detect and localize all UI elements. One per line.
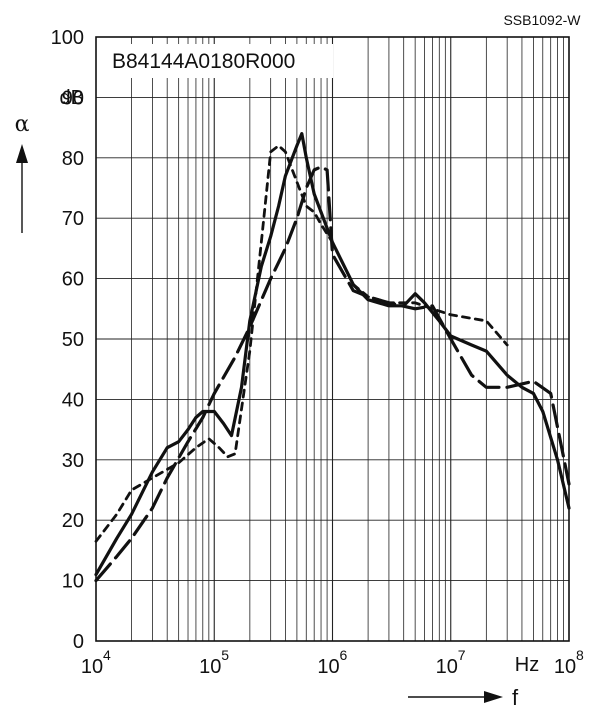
x-tick-label: 10	[554, 656, 576, 678]
y-unit-label: dB	[60, 87, 84, 109]
plot-frame	[95, 36, 570, 642]
x-axis-arrow	[408, 691, 503, 703]
x-unit-label: Hz	[515, 654, 539, 676]
y-tick-label: 30	[62, 450, 84, 472]
part-number-label: B84144A0180R000	[112, 50, 295, 73]
y-axis-arrow	[16, 144, 28, 233]
x-tick-exponent: 7	[458, 647, 466, 663]
y-tick-label: 20	[62, 510, 84, 532]
y-tick-label: 0	[73, 631, 84, 653]
y-tick-label: 10	[62, 571, 84, 593]
y-axis-symbol: α	[15, 112, 30, 137]
series-short-dash-line	[94, 144, 509, 543]
part-number-background	[110, 44, 333, 78]
series-long-dash-line	[94, 165, 571, 583]
y-tick-label: 100	[51, 27, 84, 49]
x-tick-exponent: 8	[576, 647, 584, 663]
x-tick-label: 10	[81, 656, 103, 678]
y-tick-label: 90	[62, 87, 84, 109]
x-axis-symbol: f	[512, 685, 519, 709]
y-tick-label: 70	[62, 208, 84, 230]
document-id: SSB1092-W	[503, 12, 581, 28]
x-tick-exponent: 6	[340, 647, 348, 663]
grid	[96, 37, 569, 641]
x-tick-label: 10	[199, 656, 221, 678]
y-tick-labels: 0 10 20 30 40 50 60 70 80 90 100	[51, 27, 84, 653]
y-tick-label: 60	[62, 269, 84, 291]
x-tick-exponent: 4	[103, 647, 111, 663]
x-tick-label: 10	[317, 656, 339, 678]
y-tick-label: 40	[62, 389, 84, 411]
y-tick-label: 80	[62, 148, 84, 170]
y-tick-label: 50	[62, 329, 84, 351]
series-group	[94, 132, 571, 583]
x-tick-label: 10	[436, 656, 458, 678]
x-tick-exponent: 5	[221, 647, 229, 663]
series-solid-line	[94, 132, 571, 577]
